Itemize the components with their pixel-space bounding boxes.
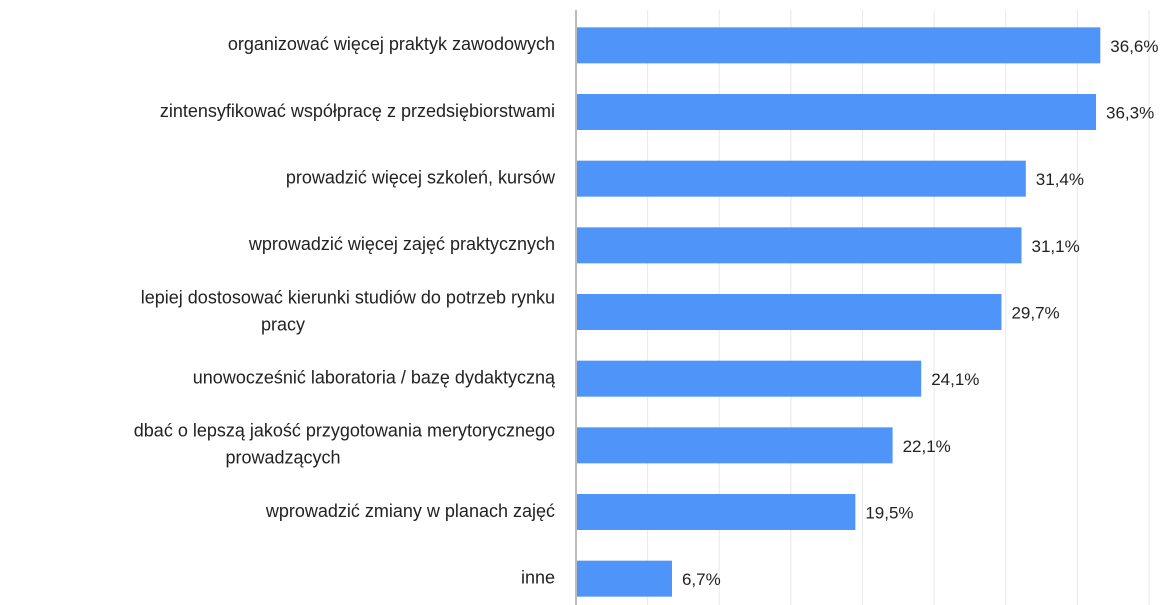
- value-label: 24,1%: [931, 370, 979, 389]
- bar: [576, 94, 1096, 130]
- value-label: 31,4%: [1036, 170, 1084, 189]
- bar: [576, 360, 922, 397]
- value-label: 22,1%: [903, 437, 951, 456]
- value-label: 6,7%: [682, 570, 721, 589]
- y-tick-label: inne: [521, 567, 555, 587]
- bar: [576, 494, 856, 530]
- bar: [576, 160, 1026, 197]
- y-tick-label: wprowadzić zmiany w planach zajęć: [265, 501, 555, 521]
- value-label: 36,3%: [1106, 103, 1154, 122]
- y-tick-label: lepiej dostosować kierunki studiów do po…: [141, 287, 555, 307]
- y-tick-label: zintensyfikować współpracę z przedsiębio…: [160, 101, 555, 121]
- y-tick-label: unowocześnić laboratoria / bazę dydaktyc…: [193, 367, 556, 387]
- value-label: 36,6%: [1110, 37, 1158, 56]
- bar: [576, 560, 672, 597]
- y-tick-label: pracy: [261, 314, 305, 334]
- bar: [576, 227, 1022, 264]
- y-tick-label: wprowadzić więcej zajęć praktycznych: [248, 234, 555, 254]
- value-label: 19,5%: [865, 503, 913, 522]
- y-tick-label: prowadzić więcej szkoleń, kursów: [286, 167, 556, 187]
- value-label: 29,7%: [1011, 303, 1059, 322]
- bar: [576, 294, 1002, 330]
- value-label: 31,1%: [1032, 237, 1080, 256]
- y-tick-label: organizować więcej praktyk zawodowych: [228, 34, 555, 54]
- y-tick-label: prowadzących: [225, 448, 340, 468]
- y-tick-label: dbać o lepszą jakość przygotowania meryt…: [134, 421, 555, 441]
- bar: [576, 27, 1101, 64]
- bar: [576, 427, 893, 464]
